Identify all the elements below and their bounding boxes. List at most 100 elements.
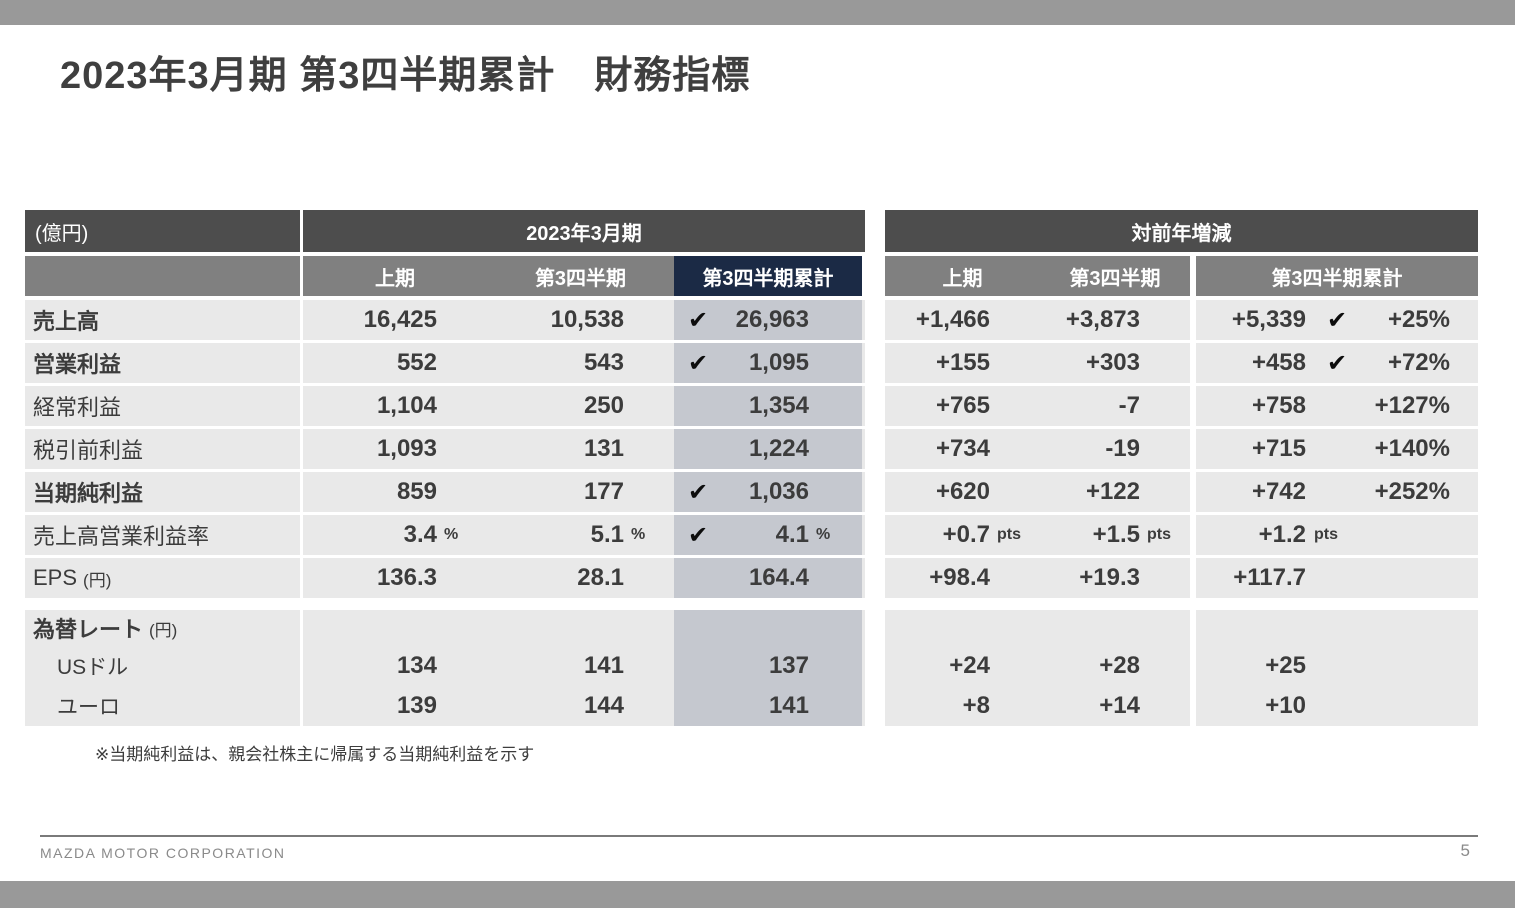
value-text: +1,466 (915, 306, 990, 333)
cell-value: 1,104 (303, 386, 487, 426)
value-text: +98.4 (929, 564, 990, 591)
cell-cumulative: ✔ 1,036 (674, 472, 862, 512)
value-text: +122 (1085, 478, 1140, 505)
row-values: +765 -7 (885, 386, 1190, 426)
cell-value: 131 (487, 429, 674, 469)
value-text: 10,538 (550, 306, 624, 333)
bottom-decoration-bar (0, 881, 1515, 908)
cell-value: 144 (487, 686, 674, 726)
value-text: 141 (768, 692, 809, 719)
value-text: 26,963 (735, 306, 809, 333)
check-icon: ✔ (1326, 306, 1348, 334)
fx-rate-label: 為替レート (円) (25, 610, 300, 646)
unit-text: % (631, 526, 646, 543)
row-label-text: 営業利益 (33, 352, 122, 377)
table-row: 営業利益 552 543 ✔ 1,095 (25, 343, 865, 383)
value-text: +14 (1099, 692, 1140, 719)
group-header-fy2023: 2023年3月期 (303, 210, 865, 252)
row-values: +0.7 pts +1.5 pts (885, 515, 1190, 555)
cell-empty (487, 610, 674, 646)
cell-cumulative: +458 ✔ +72% (1196, 343, 1478, 383)
check-icon: ✔ (688, 478, 709, 506)
table-row: 税引前利益 1,093 131 1,224 (25, 429, 865, 469)
row-label: 税引前利益 (25, 429, 300, 469)
cell-cumulative: 1,354 (674, 386, 862, 426)
value-text: +28 (1099, 652, 1140, 679)
unit-text: pts (1314, 526, 1338, 543)
table-row: +620 +122 +742 +252% (885, 472, 1478, 512)
footer-company-name: MAZDA MOTOR CORPORATION (40, 845, 286, 861)
fx-rate-rows: USドル 134 141 137 ユーロ 139 144 141 (25, 646, 865, 726)
row-label-text: EPS (33, 565, 78, 590)
cell-value: +28 (1040, 646, 1190, 686)
row-label: 営業利益 (25, 343, 300, 383)
percent-text: +140% (1374, 435, 1450, 462)
cell-cumulative: +5,339 ✔ +25% (1196, 300, 1478, 340)
cell-cumulative: ✔ 4.1% (674, 515, 862, 555)
cell-value: 177 (487, 472, 674, 512)
row-label: 売上高 (25, 300, 300, 340)
row-label-text: 当期純利益 (33, 481, 144, 506)
fx-currency-label: USドル (25, 646, 300, 686)
check-icon: ✔ (688, 349, 709, 377)
row-label-text: 経常利益 (33, 395, 122, 420)
value-text: 3.4 (403, 521, 437, 548)
value-text: 136.3 (376, 564, 437, 591)
fx-rate-row: ユーロ 139 144 141 (25, 686, 865, 726)
value-text: 250 (583, 392, 624, 419)
value-text: +8 (962, 692, 990, 719)
value-text: +1.2 (1258, 521, 1306, 548)
fx-rate-rows: +24 +28 +25 +8 +14 +10 (885, 646, 1478, 726)
cell-value: 3.4% (303, 515, 487, 555)
row-label-text: 売上高 (33, 309, 100, 334)
value-text: +25 (1265, 652, 1306, 679)
column-header-q3-cumulative: 第3四半期累計 (1196, 256, 1478, 296)
fx-rate-block: +24 +28 +25 +8 +14 +10 (885, 610, 1478, 726)
cell-value: 1,093 (303, 429, 487, 469)
value-text: +458 (1251, 349, 1306, 376)
cell-value: 859 (303, 472, 487, 512)
value-text: 5.1 (590, 521, 624, 548)
row-label-suffix: (円) (83, 570, 112, 590)
footer-divider (40, 835, 1478, 837)
value-text: +765 (935, 392, 990, 419)
fx-currency-label: ユーロ (25, 686, 300, 726)
cell-value: +0.7 pts (885, 515, 1040, 555)
cell-value: 250 (487, 386, 674, 426)
percent-text: +127% (1374, 392, 1450, 419)
value-text: 139 (396, 692, 437, 719)
fx-rate-label-text: 為替レート (33, 617, 144, 642)
table-header-columns-row: 上期 第3四半期 第3四半期累計 (885, 256, 1478, 296)
cell-value: +734 (885, 429, 1040, 469)
table-header-columns-row: 上期 第3四半期 第3四半期累計 (25, 256, 865, 296)
table-row: +155 +303 +458 ✔ +72% (885, 343, 1478, 383)
cell-cumulative: +715 +140% (1196, 429, 1478, 469)
row-values: 1,093 131 1,224 (303, 429, 865, 469)
value-text: +742 (1251, 478, 1306, 505)
value-text: 137 (768, 652, 809, 679)
value-text: 164.4 (748, 564, 809, 591)
value-text: +117.7 (1233, 564, 1306, 591)
fx-rate-row: USドル 134 141 137 (25, 646, 865, 686)
value-text: +1.5 (1092, 521, 1140, 548)
value-text: 177 (583, 478, 624, 505)
table-row: +1,466 +3,873 +5,339 ✔ +25% (885, 300, 1478, 340)
value-text: +3,873 (1065, 306, 1140, 333)
row-label: 当期純利益 (25, 472, 300, 512)
row-values: 859 177 ✔ 1,036 (303, 472, 865, 512)
row-values: 134 141 137 (303, 646, 865, 686)
cell-cumulative: +742 +252% (1196, 472, 1478, 512)
column-header-h1: 上期 (303, 256, 487, 296)
cell-value: +98.4 (885, 558, 1040, 598)
value-text: 144 (583, 692, 624, 719)
page-title: 2023年3月期 第3四半期累計 財務指標 (60, 55, 751, 97)
value-text: 1,093 (376, 435, 437, 462)
value-text: +758 (1251, 392, 1306, 419)
row-label: 経常利益 (25, 386, 300, 426)
cell-empty (303, 610, 487, 646)
row-values: 16,425 10,538 ✔ 26,963 (303, 300, 865, 340)
value-text: +620 (935, 478, 990, 505)
cell-value: +155 (885, 343, 1040, 383)
cell-cumulative: +758 +127% (1196, 386, 1478, 426)
table-header-group-row: 対前年増減 (885, 210, 1478, 252)
